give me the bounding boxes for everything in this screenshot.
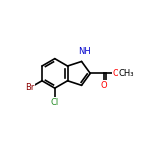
Text: O: O [112,69,119,78]
Text: CH₃: CH₃ [118,69,134,78]
Text: Br: Br [25,83,35,92]
Text: Cl: Cl [51,98,59,107]
Text: NH: NH [78,47,91,56]
Text: O: O [100,81,107,90]
